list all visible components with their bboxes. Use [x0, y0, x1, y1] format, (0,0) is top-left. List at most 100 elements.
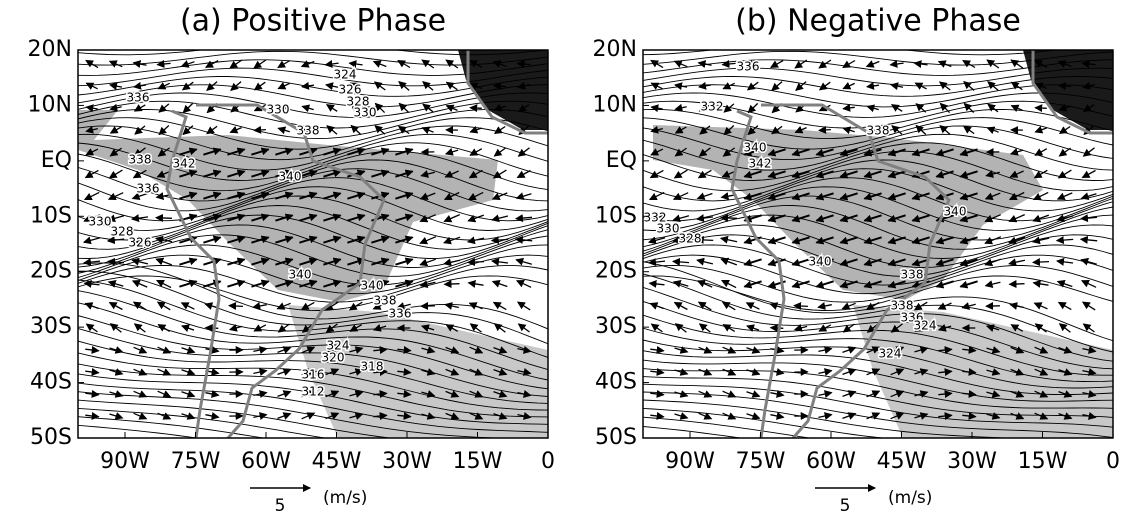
- wind-vector: [110, 303, 123, 310]
- contour-label: 324: [334, 68, 357, 82]
- y-tick-label: 20N: [28, 37, 72, 62]
- wind-vector: [422, 128, 433, 132]
- wind-vector: [253, 393, 266, 396]
- wind-vector: [722, 63, 735, 64]
- wind-vector: [771, 328, 784, 329]
- wind-vector: [794, 306, 808, 307]
- wind-vector: [843, 392, 856, 397]
- panel-title: (b) Negative Phase: [735, 4, 1021, 39]
- wind-vector: [183, 82, 194, 90]
- contour-label: 316: [302, 368, 325, 382]
- contour-label: 336: [137, 182, 160, 196]
- y-tick-label: 10S: [595, 203, 637, 228]
- wind-vector: [375, 103, 384, 112]
- wind-vector: [843, 370, 856, 375]
- wind-vector: [86, 83, 97, 89]
- wind-vector: [651, 107, 662, 109]
- wind-vector: [650, 192, 664, 199]
- wind-vector: [302, 106, 313, 109]
- wind-vector: [1036, 324, 1047, 332]
- wind-vector: [229, 306, 243, 307]
- wind-vector: [110, 170, 123, 178]
- wind-vector: [156, 218, 172, 219]
- wind-vector: [516, 217, 532, 218]
- wind-vector: [792, 259, 809, 264]
- wind-vector: [447, 106, 458, 111]
- wind-vector: [722, 280, 736, 287]
- wind-vector: [723, 83, 734, 88]
- wind-vector: [470, 149, 482, 156]
- wind-vector: [253, 371, 266, 374]
- wind-vector: [1033, 262, 1049, 263]
- wind-vector: [135, 324, 146, 332]
- wind-vector: [939, 303, 952, 309]
- wind-vector: [278, 370, 291, 375]
- wind-vector: [254, 130, 266, 131]
- y-tick-label: EQ: [41, 148, 72, 173]
- wind-vector: [446, 60, 458, 68]
- contour-label: 324: [879, 347, 902, 361]
- wind-vector: [207, 82, 217, 91]
- wind-vector: [699, 170, 712, 177]
- wind-vector: [158, 369, 171, 375]
- wind-vector: [698, 194, 713, 199]
- wind-vector: [519, 324, 530, 332]
- wind-vector: [1083, 302, 1095, 310]
- wind-vector: [700, 324, 711, 332]
- wind-vector: [675, 303, 688, 310]
- wind-vector: [770, 393, 783, 396]
- wind-vector: [86, 107, 97, 109]
- wind-vector: [470, 128, 481, 132]
- wind-vector: [843, 348, 856, 353]
- wind-vector: [517, 194, 532, 198]
- x-tick-label: 90W: [665, 449, 715, 474]
- wind-vector: [1009, 260, 1025, 264]
- y-tick-label: 50S: [595, 425, 637, 450]
- wind-vector: [963, 61, 975, 68]
- wind-vector: [1057, 239, 1073, 240]
- wind-vector: [747, 414, 760, 419]
- wind-vector: [890, 63, 903, 65]
- wind-vector: [1083, 171, 1096, 178]
- wind-vector: [1081, 260, 1097, 264]
- wind-vector: [327, 126, 337, 134]
- contour-label: 330: [657, 222, 680, 236]
- wind-vector: [375, 82, 386, 90]
- wind-vector: [156, 259, 172, 265]
- wind-vector: [326, 85, 338, 87]
- wind-vector: [697, 260, 713, 264]
- wind-vector: [420, 237, 436, 244]
- wind-vector: [675, 107, 686, 110]
- wind-vector: [134, 369, 147, 374]
- wind-vector: [516, 260, 532, 264]
- wind-vector: [182, 414, 195, 419]
- wind-vector: [206, 61, 218, 68]
- wind-vector: [818, 349, 831, 352]
- wind-vector: [251, 281, 268, 286]
- wind-vector: [673, 261, 689, 262]
- panel: (a) Positive Phase3243263283303363303383…: [28, 4, 555, 517]
- wind-vector: [84, 238, 100, 242]
- wind-vector: [85, 415, 98, 417]
- wind-vector: [278, 414, 291, 419]
- wind-vector: [492, 239, 508, 240]
- contour-label: 318: [361, 360, 384, 374]
- wind-vector: [1035, 303, 1048, 309]
- wind-vector: [747, 392, 760, 397]
- contour-label: 342: [173, 157, 196, 171]
- contour-label: 340: [809, 255, 832, 269]
- wind-vector: [159, 126, 169, 135]
- contour-label: 336: [389, 307, 412, 321]
- wind-vector: [183, 103, 192, 112]
- wind-vector: [182, 370, 195, 375]
- wind-vector: [818, 305, 832, 308]
- wind-vector: [179, 259, 196, 264]
- contour-label: 326: [129, 236, 152, 250]
- contour-label: 342: [749, 157, 772, 171]
- wind-vector: [816, 281, 833, 286]
- wind-vector: [206, 328, 219, 329]
- wind-vector: [770, 415, 783, 418]
- wind-vector: [1059, 302, 1072, 309]
- wind-vector: [469, 283, 484, 285]
